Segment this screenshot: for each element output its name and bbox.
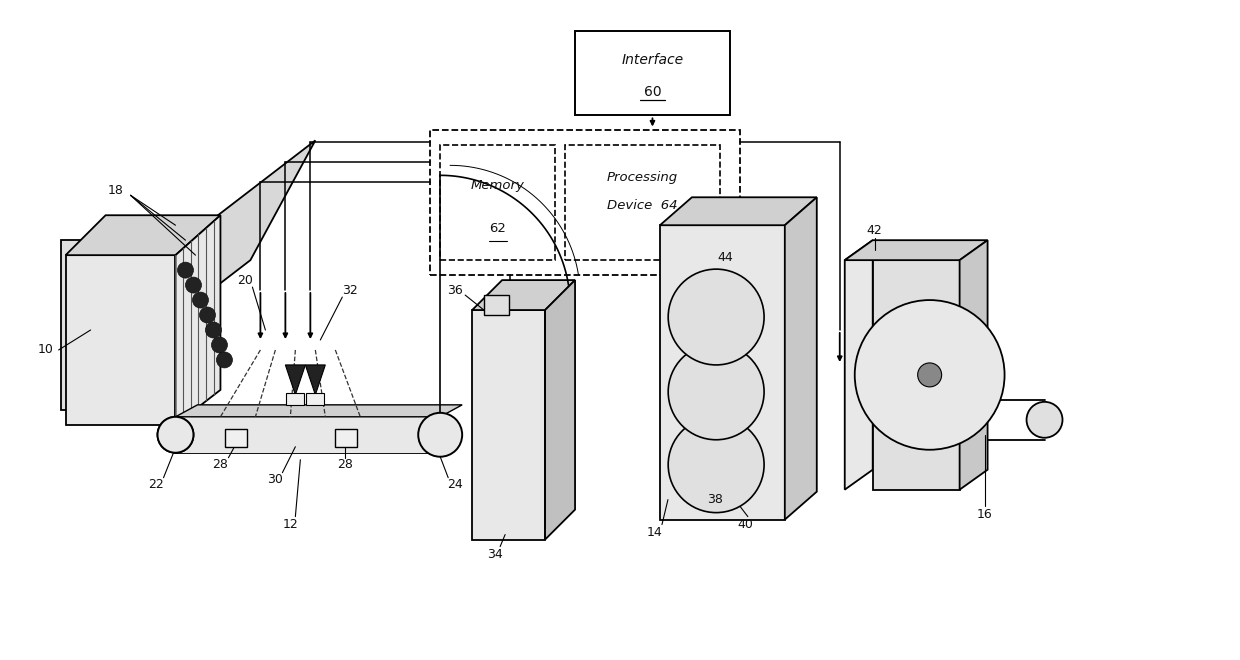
Text: 34: 34 <box>487 548 503 561</box>
Polygon shape <box>472 310 546 540</box>
Polygon shape <box>120 141 315 360</box>
Text: Device  64: Device 64 <box>608 199 678 212</box>
Circle shape <box>418 412 463 457</box>
Bar <box>484 295 510 315</box>
Bar <box>306 393 325 405</box>
Circle shape <box>668 417 764 513</box>
Circle shape <box>217 352 232 368</box>
Circle shape <box>192 292 208 308</box>
Polygon shape <box>785 197 817 519</box>
Polygon shape <box>61 240 186 410</box>
Text: 16: 16 <box>977 508 992 521</box>
Circle shape <box>212 337 227 353</box>
Bar <box>660 225 785 519</box>
Text: 38: 38 <box>707 493 723 506</box>
Bar <box>575 30 730 116</box>
Circle shape <box>1027 402 1063 438</box>
Polygon shape <box>176 417 440 453</box>
Circle shape <box>206 322 222 338</box>
Text: 28: 28 <box>337 458 353 471</box>
Circle shape <box>186 277 201 293</box>
Circle shape <box>157 417 193 453</box>
Text: Interface: Interface <box>621 53 683 67</box>
Circle shape <box>918 363 941 387</box>
Polygon shape <box>844 240 873 490</box>
Polygon shape <box>176 405 463 417</box>
Text: 24: 24 <box>448 478 463 491</box>
Polygon shape <box>844 240 987 260</box>
Bar <box>335 429 357 447</box>
Text: Processing: Processing <box>606 171 678 184</box>
Text: 30: 30 <box>268 473 283 486</box>
Bar <box>226 429 248 447</box>
Bar <box>430 131 740 275</box>
Text: 14: 14 <box>647 526 663 539</box>
Text: Memory: Memory <box>471 179 525 192</box>
Text: 28: 28 <box>212 458 228 471</box>
Polygon shape <box>176 215 221 425</box>
Circle shape <box>177 262 193 278</box>
Bar <box>286 393 304 405</box>
Text: 22: 22 <box>148 478 164 491</box>
Text: 10: 10 <box>37 343 53 356</box>
Polygon shape <box>546 280 575 540</box>
Polygon shape <box>66 215 221 255</box>
Polygon shape <box>66 255 176 425</box>
Text: 12: 12 <box>283 518 299 531</box>
Polygon shape <box>873 260 960 490</box>
Circle shape <box>200 307 216 323</box>
Text: 20: 20 <box>238 274 253 286</box>
Polygon shape <box>472 280 575 310</box>
Bar <box>440 145 556 260</box>
Bar <box>565 145 720 260</box>
Text: 32: 32 <box>342 284 358 296</box>
Circle shape <box>668 269 764 365</box>
Text: 40: 40 <box>737 518 753 531</box>
Text: 62: 62 <box>490 222 506 234</box>
Text: 36: 36 <box>448 284 463 296</box>
Polygon shape <box>285 365 305 395</box>
Circle shape <box>854 300 1004 449</box>
Text: 60: 60 <box>644 84 661 99</box>
Circle shape <box>157 417 193 453</box>
Text: 44: 44 <box>717 251 733 263</box>
Text: 18: 18 <box>108 183 124 197</box>
Polygon shape <box>660 197 817 225</box>
Circle shape <box>668 344 764 440</box>
Polygon shape <box>960 240 987 490</box>
Text: 42: 42 <box>867 224 883 237</box>
Polygon shape <box>305 365 325 395</box>
